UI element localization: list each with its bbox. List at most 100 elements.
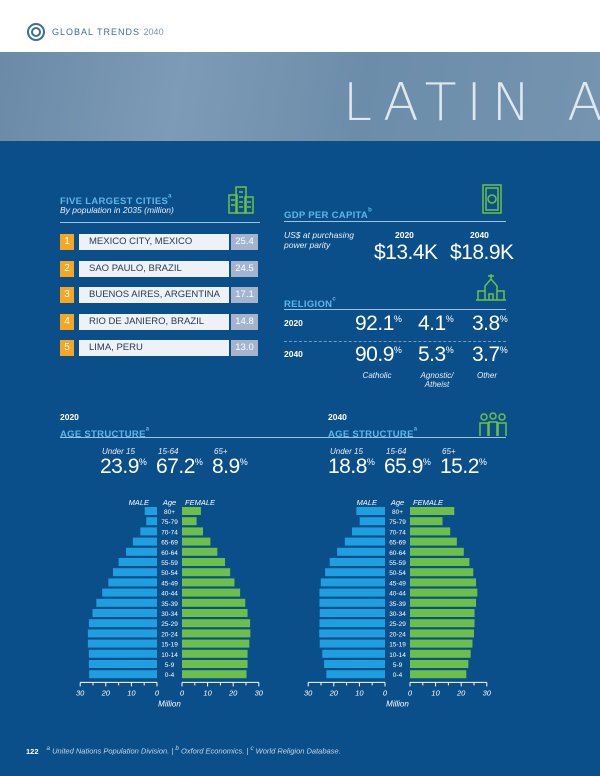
legend-male: MALE — [357, 498, 378, 507]
male-bar — [320, 578, 385, 587]
tick-label: 30 — [483, 688, 492, 697]
age-label: 60-64 — [161, 550, 178, 557]
age-group-label: 15-64 — [386, 447, 407, 456]
religion-title: RELIGIONc — [284, 294, 336, 312]
age-year: 2040 — [328, 412, 347, 422]
tick-label: 30 — [76, 688, 85, 697]
age-label: 15-19 — [161, 642, 178, 649]
female-bar — [410, 527, 451, 536]
age-label: 70-74 — [161, 529, 178, 536]
city-population: 17.1 — [231, 287, 258, 303]
age-label: 55-59 — [389, 560, 406, 567]
divider — [284, 309, 506, 310]
age-label: 25-29 — [161, 621, 178, 628]
age-group-value: 23.9% — [100, 455, 147, 479]
brand-year: 2040 — [143, 27, 164, 37]
tick-label: 10 — [355, 688, 364, 697]
city-name: LIMA, PERU — [79, 340, 229, 356]
male-bar — [344, 537, 385, 546]
age-label: 40-44 — [389, 591, 406, 598]
female-bar — [410, 507, 455, 515]
tick-label: 0 — [155, 688, 160, 697]
female-bar — [182, 588, 241, 597]
footnote-marker: c — [332, 296, 336, 303]
religion-value: 5.3% — [418, 343, 454, 367]
cities-title: FIVE LARGEST CITIESa — [60, 191, 172, 209]
male-bar — [118, 558, 157, 566]
percent-sign: % — [239, 457, 248, 467]
footer: 122 a United Nations Population Division.… — [26, 745, 341, 756]
age-group-value: 18.8% — [328, 455, 375, 479]
religion-value: 92.1% — [355, 312, 402, 336]
female-bar — [410, 670, 467, 679]
gdp-title: GDP PER CAPITAb — [284, 205, 372, 223]
age-pyramid-2040: MALE Age FEMALE 80+ 75-79 70-74 65-69 60-64 55-5… — [304, 498, 492, 708]
tick-label: 0 — [408, 688, 413, 697]
age-label: 45-49 — [161, 580, 178, 587]
age-group-label: Under 15 — [102, 447, 135, 456]
religion-year: 2020 — [284, 318, 303, 328]
female-bar — [410, 619, 475, 628]
x-axis-label: Million — [158, 699, 181, 708]
age-label: 25-29 — [389, 621, 406, 628]
city-rank: 4 — [60, 313, 74, 330]
age-structure-title: AGE STRUCTUREa — [328, 424, 417, 442]
legend-male: MALE — [129, 498, 150, 507]
cities-subtitle: By population in 2035 (million) — [60, 205, 174, 215]
age-group-value: 15.2% — [440, 455, 487, 479]
male-bar — [102, 588, 157, 597]
female-bar — [410, 598, 477, 607]
age-group-value: 67.2% — [156, 455, 203, 479]
religion-value: 3.8% — [472, 312, 508, 336]
male-bar — [87, 629, 157, 638]
city-population: 25.4 — [231, 234, 258, 250]
female-bar — [410, 547, 464, 556]
money-icon — [482, 184, 502, 214]
religion-label-catholic: Catholic — [362, 371, 392, 380]
age-structure-title: AGE STRUCTUREa — [60, 424, 149, 442]
age-percent: 15.2 — [440, 455, 479, 478]
x-axis-label: Million — [386, 699, 409, 708]
religion-value: 90.9% — [355, 343, 402, 367]
religion-title-text: RELIGION — [284, 299, 333, 310]
male-bar — [319, 588, 385, 597]
female-bar — [410, 568, 474, 577]
female-bar — [410, 649, 471, 658]
female-bar — [410, 629, 474, 638]
footnote-marker: a — [145, 426, 150, 433]
female-bar — [182, 619, 251, 628]
male-bar — [88, 619, 157, 628]
city-rank: 1 — [60, 234, 74, 250]
male-bar — [108, 578, 157, 587]
religion-percent: 3.8 — [472, 312, 500, 335]
religion-percent: 5.3 — [418, 343, 446, 366]
female-bar — [182, 660, 248, 668]
religion-label-agnostic: Agnostic/Atheist — [412, 371, 462, 389]
male-bar — [319, 619, 385, 628]
cities-title-text: FIVE LARGEST CITIES — [60, 196, 169, 207]
category-label: Age — [390, 498, 404, 507]
religion-percent: 4.1 — [418, 312, 446, 335]
male-bar — [88, 660, 157, 668]
gdp-title-text: GDP PER CAPITA — [284, 210, 369, 221]
legend-female: FEMALE — [185, 498, 216, 507]
age-percent: 23.9 — [100, 455, 139, 478]
tick-label: 20 — [456, 688, 466, 697]
age-label: 20-24 — [389, 631, 406, 638]
male-bar — [140, 527, 157, 536]
female-bar — [182, 547, 218, 556]
gdp-subtitle-2: power parity — [284, 240, 331, 250]
footnote-marker: b — [368, 207, 373, 214]
religion-value: 4.1% — [418, 312, 454, 336]
gdp-value-2040: $18.9K — [450, 241, 514, 264]
male-bar — [319, 598, 385, 607]
gdp-value-2020: $13.4K — [374, 241, 438, 264]
percent-sign: % — [366, 457, 375, 467]
male-bar — [146, 517, 157, 526]
age-label: 5-9 — [393, 662, 403, 669]
age-label: 65-69 — [161, 540, 178, 547]
buildings-icon — [228, 186, 254, 214]
percent-sign: % — [445, 314, 454, 324]
age-label: 80+ — [392, 509, 403, 516]
tick-label: 0 — [383, 688, 388, 697]
